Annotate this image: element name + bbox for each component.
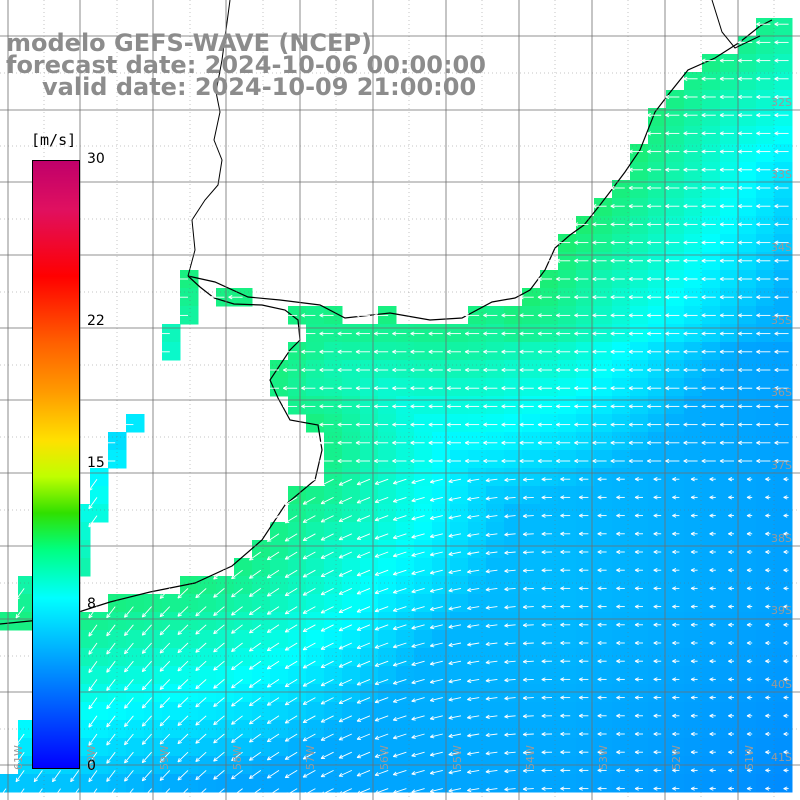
lon-label: 59W xyxy=(158,745,171,770)
lon-label: 55W xyxy=(451,745,464,770)
lat-label: 41S xyxy=(771,751,792,764)
title-model: modelo GEFS-WAVE (NCEP) xyxy=(6,29,372,57)
longitude-labels: 61W 60W 59W 58W 57W 56W 55W 54W 53W 52W 51W xyxy=(12,745,756,770)
lon-label: 60W xyxy=(85,745,98,770)
lon-label: 52W xyxy=(670,745,683,770)
colorbar-unit: [m/s] xyxy=(31,131,77,149)
lat-label: 32S xyxy=(771,96,792,109)
coastline-lagoon xyxy=(711,0,761,49)
lon-label: 51W xyxy=(743,745,756,770)
lon-label: 57W xyxy=(304,745,317,770)
wind-arrows xyxy=(0,22,789,800)
lat-label: 36S xyxy=(771,386,792,399)
lat-label: 33S xyxy=(771,168,792,181)
lat-label: 35S xyxy=(771,314,792,327)
title-valid-date: valid date: 2024-10-09 21:00:00 xyxy=(42,73,477,101)
coastline-border-north xyxy=(187,0,231,277)
colorbar xyxy=(32,160,80,769)
lon-label: 56W xyxy=(378,745,391,770)
lat-label: 38S xyxy=(771,532,792,545)
colorbar-tick-label: 0 xyxy=(87,758,96,774)
coastline-argentina-uruguay xyxy=(0,275,323,625)
lon-label: 53W xyxy=(597,745,610,770)
lat-label: 40S xyxy=(771,678,792,691)
wind-speed-field xyxy=(0,18,793,793)
lat-label: 34S xyxy=(771,241,792,254)
colorbar-tick-label: 22 xyxy=(87,312,105,329)
lat-label: 39S xyxy=(771,604,792,617)
lat-label: 37S xyxy=(771,459,792,472)
lon-label: 61W xyxy=(12,745,25,770)
colorbar-tick-label: 30 xyxy=(87,151,105,167)
lon-label: 54W xyxy=(524,745,537,770)
colorbar-tick-label: 15 xyxy=(87,454,105,471)
lon-label: 58W xyxy=(231,745,244,770)
colorbar-tick-label: 8 xyxy=(87,596,96,613)
latitude-labels: 32S 33S 34S 35S 36S 37S 38S 39S 40S 41S xyxy=(771,96,792,764)
title-forecast-date: forecast date: 2024-10-06 00:00:00 xyxy=(6,51,486,79)
